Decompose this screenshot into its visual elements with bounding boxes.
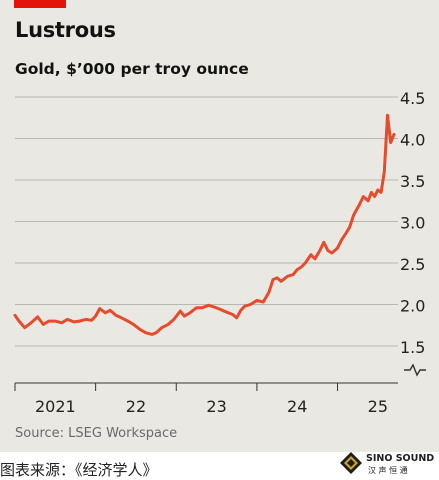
series-line [13, 113, 396, 336]
line-chart: 1.5 2.0 2.5 3.0 3.5 4.0 4.5 2021 22 23 24 25 [13, 89, 426, 416]
y-tick-label: 3.0 [400, 214, 425, 233]
sino-sound-logo: SINO SOUND 汉 声 恒 通 [340, 452, 434, 475]
y-tick-label: 4.0 [400, 131, 425, 150]
y-tick-label: 2.5 [400, 255, 425, 274]
chart-card [0, 0, 439, 452]
gridlines [15, 96, 398, 347]
logo-subtext: 汉 声 恒 通 [368, 465, 408, 475]
x-axis [14, 363, 426, 391]
x-tick-label: 2021 [35, 397, 76, 416]
y-tick-label: 4.5 [400, 89, 425, 108]
accent-bar [14, 0, 66, 8]
chart-title: Lustrous [15, 18, 116, 42]
y-axis-labels: 1.5 2.0 2.5 3.0 3.5 4.0 4.5 [400, 89, 425, 357]
axis-break-icon [404, 363, 426, 377]
x-tick-label: 25 [368, 397, 388, 416]
logo-diamond-icon [340, 452, 362, 474]
y-tick-label: 1.5 [400, 338, 425, 357]
x-tick-label: 22 [126, 397, 146, 416]
source-note: Source: LSEG Workspace [15, 426, 178, 441]
x-tick-label: 23 [206, 397, 226, 416]
logo-wordmark: SINO SOUND [366, 453, 434, 464]
image-caption: 图表来源：《经济学人》 [0, 461, 158, 479]
chart-subtitle: Gold, $’000 per troy ounce [15, 60, 249, 78]
x-axis-labels: 2021 22 23 24 25 [35, 397, 388, 416]
y-tick-label: 2.0 [400, 297, 425, 316]
y-tick-label: 3.5 [400, 172, 425, 191]
x-tick-label: 24 [287, 397, 307, 416]
series-group [13, 113, 396, 336]
